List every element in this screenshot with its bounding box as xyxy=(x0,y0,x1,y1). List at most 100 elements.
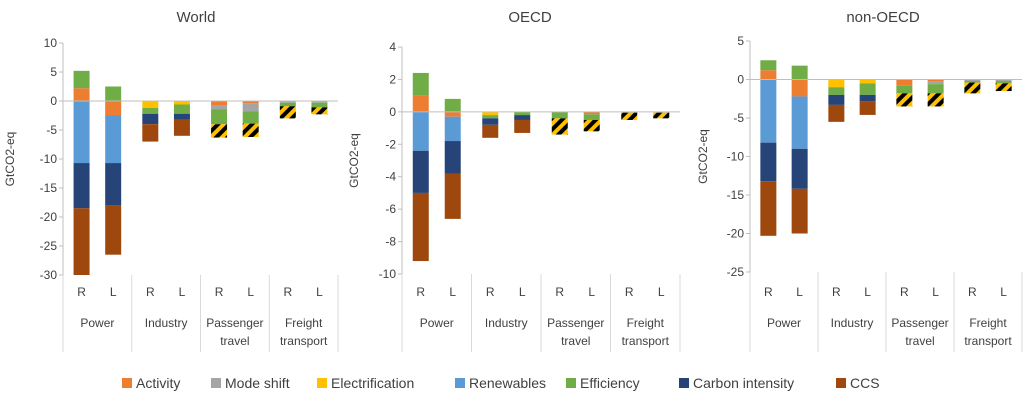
bar-segment-efficiency xyxy=(583,114,600,120)
legend-swatch xyxy=(455,378,465,388)
x-tick-label: R xyxy=(77,285,86,299)
group-label: Industry xyxy=(831,316,874,330)
x-tick-label: L xyxy=(796,285,803,299)
y-tick-label: -30 xyxy=(40,268,58,282)
y-tick-label: 10 xyxy=(44,36,58,50)
bar-segment-carbon-intensity xyxy=(73,163,90,209)
y-tick-label: 5 xyxy=(50,65,57,79)
x-tick-label: L xyxy=(658,285,665,299)
bar-segment-carbon-intensity xyxy=(444,141,461,174)
bar-segment-efficiency xyxy=(482,115,499,119)
y-tick-label: -10 xyxy=(40,152,58,166)
bar-segment-efficiency xyxy=(514,111,531,116)
y-tick-label: -15 xyxy=(727,188,745,202)
bar-segment-efficiency xyxy=(412,72,429,96)
legend-item: CCS xyxy=(836,375,880,391)
bar-segment-hatched xyxy=(964,82,981,94)
bar-segment-ccs xyxy=(791,188,808,234)
group-label: travel xyxy=(220,334,249,348)
bar-segment-renewables xyxy=(105,115,122,164)
y-tick-label: 0 xyxy=(50,94,57,108)
legend-label: CCS xyxy=(850,375,880,391)
bar-segment-mode-shift xyxy=(311,101,328,103)
bar-segment-hatched xyxy=(995,83,1012,92)
bar-segment-hatched xyxy=(551,118,568,135)
y-tick-label: -15 xyxy=(40,181,58,195)
legend-item: Electrification xyxy=(317,375,414,391)
bar-segment-hatched xyxy=(653,112,670,119)
bar-segment-mode-shift xyxy=(211,105,228,110)
bar-segment-carbon-intensity xyxy=(412,150,429,193)
bar-segment-ccs xyxy=(73,208,90,275)
legend-label: Renewables xyxy=(469,375,546,391)
legend-item: Mode shift xyxy=(211,375,290,391)
x-tick-label: R xyxy=(555,285,564,299)
bar-segment-mode-shift xyxy=(242,103,259,112)
x-tick-label: R xyxy=(764,285,773,299)
bar-segment-activity xyxy=(927,79,944,82)
y-tick-label: -20 xyxy=(40,210,58,224)
y-tick-label: -10 xyxy=(727,150,745,164)
y-tick-label: -10 xyxy=(379,267,397,281)
bar-segment-mode-shift xyxy=(279,101,296,103)
bar-segment-renewables xyxy=(73,101,90,164)
group-label: Passenger xyxy=(206,316,263,330)
bar-segment-activity xyxy=(412,95,429,112)
bar-segment-electrification xyxy=(142,101,159,108)
bar-segment-ccs xyxy=(859,101,876,115)
legend-item: Renewables xyxy=(455,375,546,391)
y-tick-label: -20 xyxy=(727,227,745,241)
legend-swatch xyxy=(679,378,689,388)
y-tick-label: 0 xyxy=(389,105,396,119)
bar-segment-efficiency xyxy=(896,85,913,94)
bar-segment-activity xyxy=(105,101,122,116)
bar-segment-activity xyxy=(896,79,913,86)
bar-segment-mode-shift xyxy=(995,79,1012,82)
bar-segment-renewables xyxy=(791,96,808,149)
bar-segment-efficiency xyxy=(444,98,461,112)
bar-segment-carbon-intensity xyxy=(514,115,531,120)
bar-segment-mode-shift xyxy=(927,81,944,85)
bar-segment-hatched xyxy=(621,112,638,120)
x-tick-label: L xyxy=(179,285,186,299)
group-label: Freight xyxy=(285,316,323,330)
group-label: Power xyxy=(80,316,114,330)
bar-segment-renewables xyxy=(760,79,777,143)
bar-segment-hatched xyxy=(927,93,944,107)
bar-segment-efficiency xyxy=(242,111,259,124)
bar-segment-hatched xyxy=(211,124,228,138)
bar-segment-hatched xyxy=(279,106,296,119)
bar-segment-efficiency xyxy=(73,70,90,89)
bar-segment-carbon-intensity xyxy=(791,148,808,189)
bar-segment-ccs xyxy=(828,104,845,122)
x-tick-label: R xyxy=(283,285,292,299)
legend-swatch xyxy=(317,378,327,388)
bar-segment-ccs xyxy=(760,181,777,236)
group-label: travel xyxy=(561,334,590,348)
bar-segment-activity xyxy=(242,101,259,104)
bar-segment-efficiency xyxy=(859,83,876,95)
group-label: Industry xyxy=(145,316,188,330)
bar-segment-efficiency xyxy=(828,87,845,95)
legend-item: Activity xyxy=(122,375,180,391)
x-tick-label: R xyxy=(968,285,977,299)
group-label: Passenger xyxy=(891,316,948,330)
bar-segment-efficiency xyxy=(142,107,159,114)
bar-segment-renewables xyxy=(412,111,429,151)
bar-segment-carbon-intensity xyxy=(859,94,876,102)
bar-segment-efficiency xyxy=(927,84,944,94)
bar-segment-ccs xyxy=(444,173,461,219)
chart-legend: Activity Mode shift Electrification Renewab… xyxy=(122,375,880,391)
group-label: travel xyxy=(905,334,934,348)
bar-segment-ccs xyxy=(142,124,159,142)
bar-segment-carbon-intensity xyxy=(760,142,777,182)
y-tick-label: 5 xyxy=(737,34,744,48)
bar-segment-electrification xyxy=(859,79,876,84)
legend-label: Efficiency xyxy=(580,375,640,391)
bar-segment-hatched xyxy=(311,107,328,115)
x-tick-label: L xyxy=(1000,285,1007,299)
bar-segment-carbon-intensity xyxy=(173,113,190,120)
legend-swatch xyxy=(566,378,576,388)
